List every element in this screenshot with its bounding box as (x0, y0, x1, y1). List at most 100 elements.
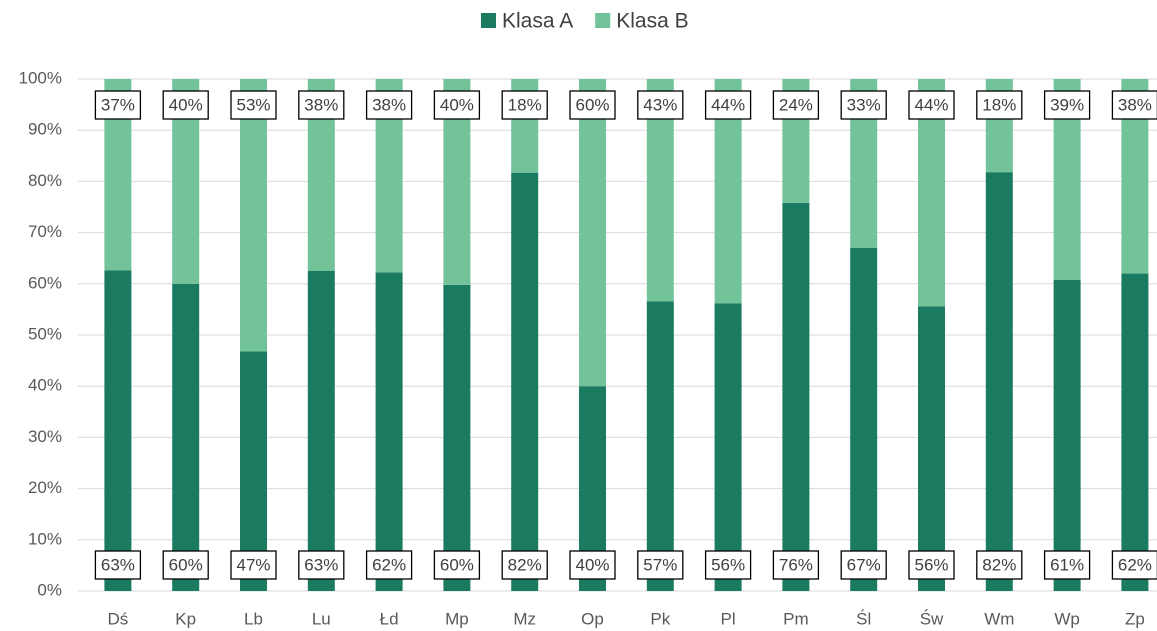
x-tick-label: Łd (380, 609, 399, 628)
bar-segment (443, 284, 471, 591)
value-label: 62% (1118, 555, 1152, 574)
x-tick-label: Św (920, 609, 944, 628)
label-box (1043, 550, 1091, 580)
value-label: 62% (372, 555, 406, 574)
label-box (230, 550, 277, 580)
x-tick-label: Lu (312, 609, 331, 628)
y-tick-label: 80% (28, 171, 62, 190)
value-label: 67% (847, 555, 881, 574)
y-tick-label: 20% (28, 478, 62, 497)
x-tick-label: Wm (984, 609, 1014, 628)
value-label: 43% (643, 95, 677, 114)
value-label: 53% (236, 95, 270, 114)
legend-swatch (481, 13, 496, 28)
y-tick-label: 70% (28, 222, 62, 241)
legend-swatch (595, 13, 611, 28)
label-box (230, 90, 277, 120)
value-label: 38% (372, 95, 406, 114)
label-box (162, 550, 209, 580)
label-box (298, 90, 345, 120)
x-tick-label: Pl (721, 609, 736, 628)
value-label: 63% (101, 555, 135, 574)
bar-segment (714, 303, 742, 591)
label-box (162, 90, 209, 120)
y-tick-label: 0% (37, 580, 62, 599)
label-box (1111, 550, 1157, 580)
value-label: 56% (914, 555, 948, 574)
bar-segment (240, 79, 267, 352)
bar-segment (579, 79, 606, 387)
label-box (976, 90, 1023, 120)
bar-segment (511, 172, 539, 592)
legend-label: Klasa A (502, 10, 573, 33)
y-tick-label: 30% (28, 427, 62, 446)
bar-segment (782, 202, 810, 592)
bar-segment (918, 306, 945, 591)
y-tick-label: 100% (19, 68, 62, 87)
label-box (569, 90, 616, 120)
label-box (365, 550, 413, 580)
label-box (840, 550, 887, 580)
x-tick-label: Mp (445, 609, 469, 628)
label-box (908, 90, 955, 120)
x-tick-label: Wp (1054, 609, 1080, 628)
x-tick-label: Pm (783, 609, 809, 628)
label-box (94, 550, 142, 580)
label-box (433, 550, 481, 580)
x-tick-label: Kp (175, 609, 196, 628)
value-label: 56% (711, 555, 745, 574)
x-tick-label: Zp (1125, 609, 1145, 628)
bar-segment (375, 272, 403, 591)
value-label: 60% (575, 95, 609, 114)
y-tick-label: 60% (28, 273, 62, 292)
value-label: 82% (508, 555, 542, 574)
label-box (569, 550, 616, 580)
label-box (433, 90, 481, 120)
label-box (704, 90, 752, 120)
bar-segment (307, 271, 335, 591)
value-label: 63% (304, 555, 338, 574)
value-label: 60% (440, 555, 474, 574)
label-box (772, 90, 820, 120)
label-box (501, 550, 548, 580)
x-tick-label: Pk (650, 609, 670, 628)
value-label: 24% (779, 95, 813, 114)
x-tick-label: Op (581, 609, 604, 628)
y-tick-label: 50% (28, 324, 62, 343)
bar-segment (172, 283, 200, 591)
y-tick-label: 40% (28, 376, 62, 395)
label-box (94, 90, 142, 120)
bar-segment (646, 301, 674, 591)
value-label: 38% (1118, 95, 1152, 114)
x-tick-label: Dś (108, 609, 129, 628)
value-label: 57% (643, 555, 677, 574)
value-label: 40% (575, 555, 609, 574)
bar-segment (104, 270, 132, 591)
label-box (840, 90, 887, 120)
value-label: 60% (169, 555, 203, 574)
value-label: 76% (779, 555, 813, 574)
value-label: 38% (304, 95, 338, 114)
value-label: 44% (711, 95, 745, 114)
value-label: 39% (1050, 95, 1084, 114)
label-box (704, 550, 752, 580)
label-box (1043, 90, 1091, 120)
x-tick-label: Lb (244, 609, 263, 628)
value-label: 18% (508, 95, 542, 114)
x-tick-label: Mz (513, 609, 536, 628)
bar-segment (985, 172, 1013, 591)
y-tick-label: 10% (28, 529, 62, 548)
value-label: 40% (169, 95, 203, 114)
y-tick-label: 90% (28, 120, 62, 139)
value-label: 47% (236, 555, 270, 574)
label-box (637, 90, 684, 120)
value-label: 37% (101, 95, 135, 114)
label-box (1111, 90, 1157, 120)
label-box (501, 90, 548, 120)
label-box (976, 550, 1023, 580)
legend-label: Klasa B (616, 10, 688, 33)
value-label: 33% (847, 95, 881, 114)
value-label: 18% (982, 95, 1016, 114)
value-label: 61% (1050, 555, 1084, 574)
